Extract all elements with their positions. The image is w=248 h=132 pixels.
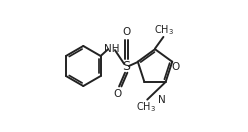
Text: O: O (172, 62, 180, 72)
Text: CH$_3$: CH$_3$ (136, 100, 156, 114)
Text: O: O (114, 89, 122, 99)
Text: S: S (123, 60, 131, 72)
Text: CH$_3$: CH$_3$ (154, 23, 174, 37)
Text: NH: NH (104, 44, 120, 54)
Text: O: O (123, 27, 131, 37)
Text: N: N (157, 95, 165, 105)
